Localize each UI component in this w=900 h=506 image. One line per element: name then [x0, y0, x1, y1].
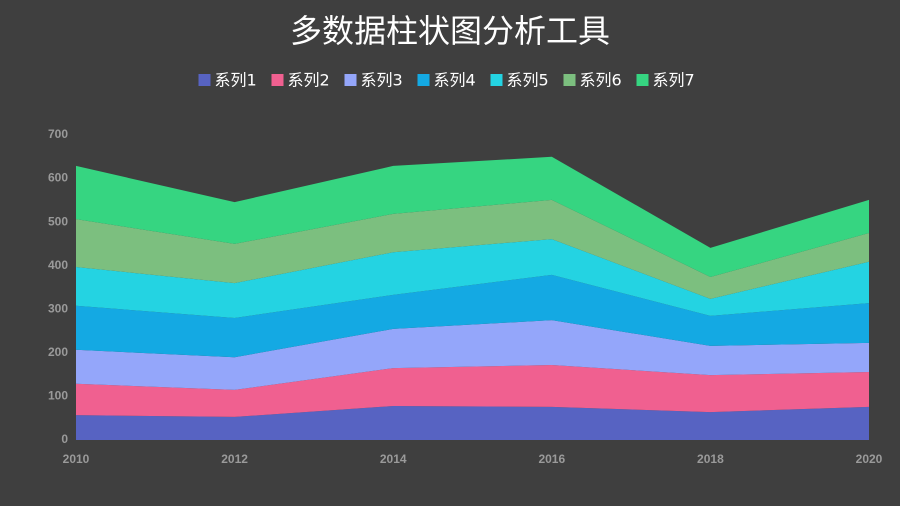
legend-swatch [563, 74, 576, 86]
x-tick-label: 2018 [697, 452, 724, 466]
legend-label: 系列4 [434, 71, 476, 90]
legend-label: 系列7 [653, 71, 695, 90]
area [76, 274, 869, 358]
legend-swatch [344, 74, 357, 86]
area [76, 199, 869, 299]
area [76, 406, 869, 440]
legend-swatch [198, 74, 211, 86]
y-tick-label: 0 [61, 432, 68, 446]
legend-swatch [636, 74, 649, 86]
area [76, 320, 869, 390]
y-tick-label: 600 [48, 171, 68, 185]
legend-label: 系列2 [288, 71, 330, 90]
y-tick-label: 300 [48, 301, 68, 315]
x-tick-label: 2010 [63, 452, 90, 466]
legend-swatch [271, 74, 284, 86]
y-tick-label: 400 [48, 258, 68, 272]
x-tick-label: 2014 [380, 452, 407, 466]
area [76, 239, 869, 318]
legend-label: 系列3 [361, 71, 403, 90]
legend-swatch [417, 74, 430, 86]
area [76, 156, 869, 278]
x-tick-label: 2016 [538, 452, 565, 466]
y-tick-label: 500 [48, 214, 68, 228]
y-tick-label: 200 [48, 345, 68, 359]
x-tick-label: 2012 [221, 452, 248, 466]
legend-label: 系列5 [507, 71, 549, 90]
legend-swatch [490, 74, 503, 86]
chart-title: 多数据柱状图分析工具 [290, 12, 610, 50]
x-tick-label: 2020 [856, 452, 883, 466]
y-tick-label: 700 [48, 127, 68, 141]
y-tick-label: 100 [48, 389, 68, 403]
area [76, 365, 869, 417]
legend-label: 系列6 [580, 71, 622, 90]
legend-label: 系列1 [215, 71, 257, 90]
